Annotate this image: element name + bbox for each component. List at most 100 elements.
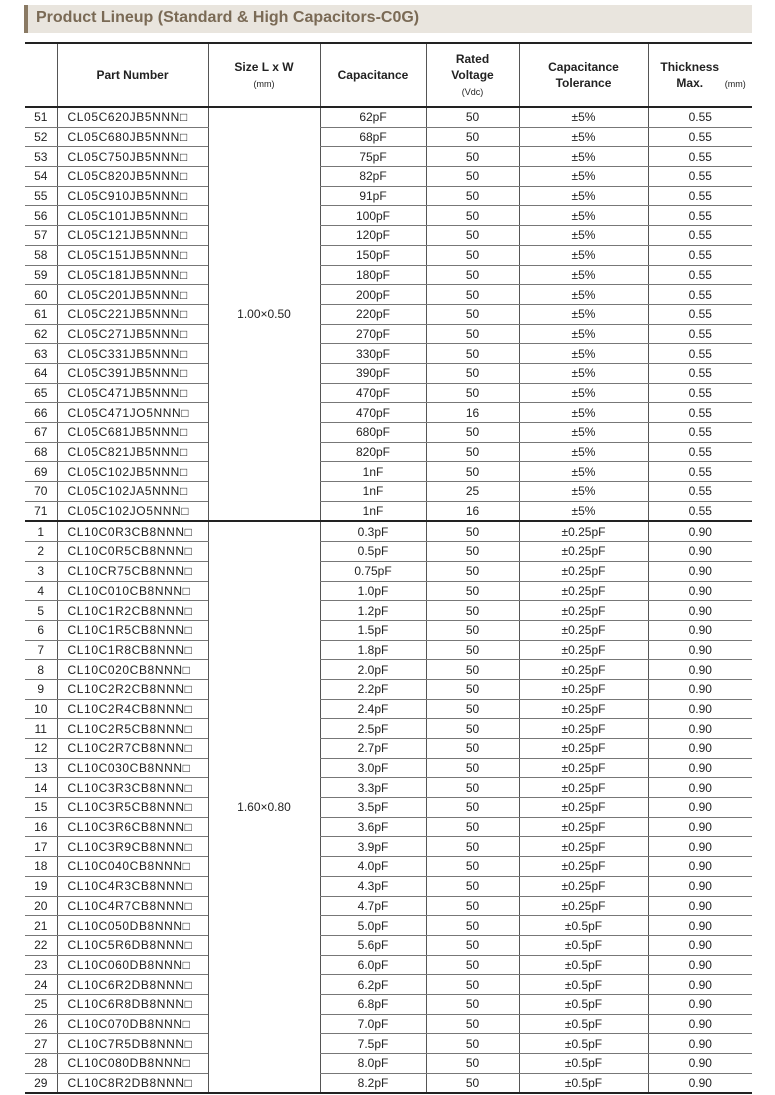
rated-voltage-cell: 50 [425,699,519,720]
thickness-cell: 0.55 [647,166,752,187]
thickness-cell: 0.55 [647,442,752,463]
tolerance-cell: ±0.25pF [518,856,648,877]
table-row: 69 CL05C102JB5NNN□ 1nF 50 ±5% 0.55 [25,461,752,483]
part-number-cell: CL10C1R2CB8NNN□ [56,600,208,621]
row-number-cell: 59 [25,265,57,286]
size-cell: 1.00×0.50 [207,107,320,523]
row-number-cell: 7 [25,640,57,661]
row-number-cell: 18 [25,856,57,877]
row-number-cell: 28 [25,1053,57,1074]
tolerance-cell: ±0.25pF [518,797,648,818]
capacitance-cell: 3.5pF [319,797,426,818]
rated-voltage-cell: 50 [425,461,519,483]
row-number-cell: 4 [25,581,57,602]
rated-voltage-cell: 50 [425,935,519,956]
capacitance-cell: 100pF [319,205,426,227]
table-row: 7 CL10C1R8CB8NNN□ 1.8pF 50 ±0.25pF 0.90 [25,640,752,661]
thickness-cell: 0.55 [647,265,752,286]
table-row: 71 CL05C102JO5NNN□ 1nF 16 ±5% 0.55 [25,501,752,523]
row-number-cell: 64 [25,363,57,384]
table-row: 8 CL10C020CB8NNN□ 2.0pF 50 ±0.25pF 0.90 [25,659,752,680]
row-number-cell: 65 [25,383,57,404]
capacitance-cell: 6.0pF [319,955,426,976]
rated-voltage-cell: 50 [425,561,519,582]
table-row: 23 CL10C060DB8NNN□ 6.0pF 50 ±0.5pF 0.90 [25,955,752,976]
rated-voltage-cell: 50 [425,383,519,404]
capacitance-cell: 5.6pF [319,935,426,956]
tolerance-cell: ±5% [518,225,648,246]
part-number-cell: CL10C2R4CB8NNN□ [56,699,208,720]
row-number-cell: 10 [25,699,57,720]
part-number-cell: CL05C681JB5NNN□ [56,422,208,443]
part-number-cell: CL05C680JB5NNN□ [56,127,208,148]
tolerance-cell: ±0.5pF [518,994,648,1015]
rated-voltage-cell: 16 [425,402,519,423]
row-number-cell: 2 [25,541,57,562]
thickness-cell: 0.90 [647,935,752,956]
table-row: 28 CL10C080DB8NNN□ 8.0pF 50 ±0.5pF 0.90 [25,1053,752,1074]
tolerance-cell: ±5% [518,343,648,364]
thickness-cell: 0.55 [647,461,752,483]
capacitance-cell: 5.0pF [319,915,426,936]
thickness-cell: 0.55 [647,107,752,128]
rated-voltage-cell: 50 [425,640,519,661]
row-number-cell: 15 [25,797,57,818]
rated-voltage-cell: 50 [425,777,519,799]
thickness-cell: 0.90 [647,699,752,720]
part-number-cell: CL05C391JB5NNN□ [56,363,208,384]
rated-voltage-cell: 50 [425,245,519,266]
capacitance-cell: 4.0pF [319,856,426,877]
capacitance-cell: 820pF [319,442,426,463]
table-row: 65 CL05C471JB5NNN□ 470pF 50 ±5% 0.55 [25,383,752,404]
thickness-cell: 0.90 [647,836,752,858]
capacitance-cell: 120pF [319,225,426,246]
rated-voltage-cell: 50 [425,166,519,187]
part-number-cell: CL05C201JB5NNN□ [56,284,208,305]
capacitance-cell: 4.3pF [319,876,426,897]
table-row: 58 CL05C151JB5NNN□ 150pF 50 ±5% 0.55 [25,245,752,266]
tolerance-cell: ±0.25pF [518,758,648,779]
capacitance-cell: 8.2pF [319,1073,426,1095]
tolerance-cell: ±5% [518,284,648,305]
tolerance-cell: ±5% [518,304,648,325]
table-row: 9 CL10C2R2CB8NNN□ 2.2pF 50 ±0.25pF 0.90 [25,679,752,700]
rated-voltage-cell: 50 [425,738,519,759]
thickness-cell: 0.55 [647,245,752,266]
row-number-cell: 62 [25,324,57,345]
thickness-cell: 0.90 [647,915,752,936]
capacitance-cell: 3.3pF [319,777,426,799]
tolerance-cell: ±5% [518,205,648,227]
capacitance-cell: 200pF [319,284,426,305]
table-row: 6 CL10C1R5CB8NNN□ 1.5pF 50 ±0.25pF 0.90 [25,620,752,641]
part-number-cell: CL05C102JO5NNN□ [56,501,208,523]
table-row: 27 CL10C7R5DB8NNN□ 7.5pF 50 ±0.5pF 0.90 [25,1033,752,1054]
table-body: 51 CL05C620JB5NNN□ 1.00×0.50 62pF 50 ±5% 0.55 5… [25,107,752,1095]
capacitance-cell: 1nF [319,481,426,502]
row-number-cell: 51 [25,107,57,128]
section-title-bar: Product Lineup (Standard & High Capacito… [24,5,752,33]
rated-voltage-cell: 50 [425,1014,519,1035]
table-row: 57 CL05C121JB5NNN□ 120pF 50 ±5% 0.55 [25,225,752,246]
row-number-cell: 17 [25,836,57,858]
part-number-cell: CL10C010CB8NNN□ [56,581,208,602]
table-row: 54 CL05C820JB5NNN□ 82pF 50 ±5% 0.55 [25,166,752,187]
thickness-cell: 0.55 [647,481,752,502]
rated-voltage-cell: 50 [425,876,519,897]
part-number-cell: CL05C620JB5NNN□ [56,107,208,128]
tolerance-cell: ±5% [518,481,648,502]
capacitance-cell: 270pF [319,324,426,345]
rated-voltage-cell: 50 [425,955,519,976]
thickness-cell: 0.90 [647,521,752,543]
tolerance-cell: ±0.25pF [518,581,648,602]
capacitance-cell: 2.4pF [319,699,426,720]
thickness-cell: 0.55 [647,304,752,325]
row-number-cell: 23 [25,955,57,976]
header-row: Part Number Size L x W (mm) Capacitance R… [25,42,752,108]
part-number-cell: CL05C102JA5NNN□ [56,481,208,502]
tolerance-cell: ±0.5pF [518,1014,648,1035]
part-number-cell: CL05C910JB5NNN□ [56,186,208,207]
table-row: 2 CL10C0R5CB8NNN□ 0.5pF 50 ±0.25pF 0.90 [25,541,752,562]
row-number-cell: 6 [25,620,57,641]
row-number-cell: 19 [25,876,57,897]
row-number-cell: 66 [25,402,57,423]
